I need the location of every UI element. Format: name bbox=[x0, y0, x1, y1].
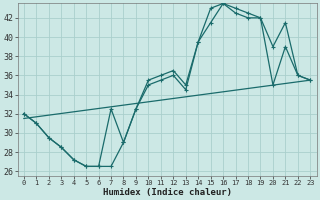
X-axis label: Humidex (Indice chaleur): Humidex (Indice chaleur) bbox=[103, 188, 232, 197]
